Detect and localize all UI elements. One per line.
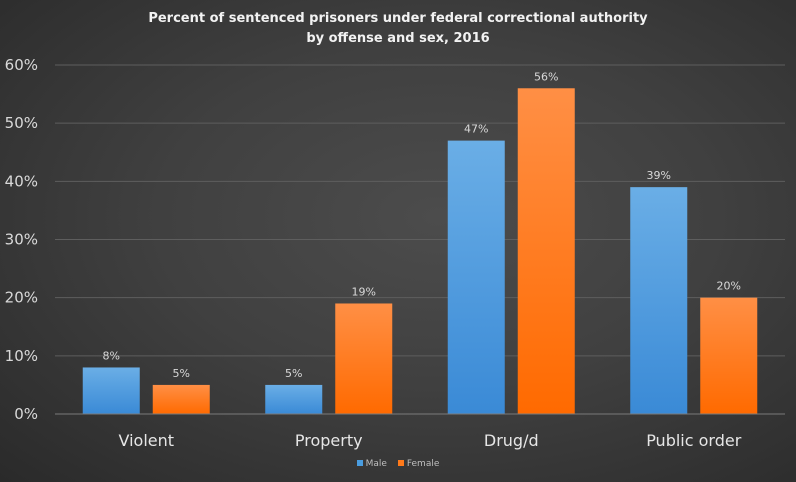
chart-title: Percent of sentenced prisoners under fed… <box>0 9 796 49</box>
subtitle-line: by offense and sex, 2016 <box>306 31 490 46</box>
x-tick-label: Drug/d <box>484 431 539 450</box>
bar-female <box>152 384 210 414</box>
x-tick-label: Public order <box>646 431 742 450</box>
data-label: 8% <box>103 349 120 362</box>
y-tick-label: 0% <box>14 405 38 423</box>
y-tick-label: 10% <box>5 347 38 365</box>
y-tick-label: 20% <box>5 289 38 307</box>
legend-label: Female <box>406 459 440 469</box>
legend: Male Female <box>0 459 796 469</box>
legend-item-female: Female <box>397 459 440 469</box>
bar-male <box>630 187 688 414</box>
data-label: 5% <box>173 367 190 380</box>
x-tick-label: Violent <box>118 431 174 450</box>
legend-swatch-female <box>397 460 404 466</box>
data-label: 19% <box>352 285 376 298</box>
data-label: 47% <box>464 123 488 136</box>
y-tick-label: 60% <box>5 56 38 74</box>
y-tick-label: 30% <box>5 231 38 249</box>
bar-male <box>447 140 505 414</box>
legend-swatch-male <box>356 460 363 466</box>
x-tick-label: Property <box>295 431 363 450</box>
legend-item-male: Male <box>356 459 387 469</box>
data-label: 39% <box>647 169 671 182</box>
legend-label: Male <box>365 459 387 469</box>
data-label: 20% <box>717 280 741 293</box>
bar-female <box>517 88 575 415</box>
data-label: 56% <box>534 70 558 83</box>
bar-female <box>700 297 758 414</box>
y-tick-label: 50% <box>5 114 38 132</box>
bar-female <box>335 303 393 414</box>
y-tick-label: 40% <box>5 172 38 190</box>
bar-male <box>265 384 323 414</box>
data-label: 5% <box>285 367 302 380</box>
bar-male <box>82 367 140 414</box>
title-line: Percent of sentenced prisoners under fed… <box>148 11 648 26</box>
